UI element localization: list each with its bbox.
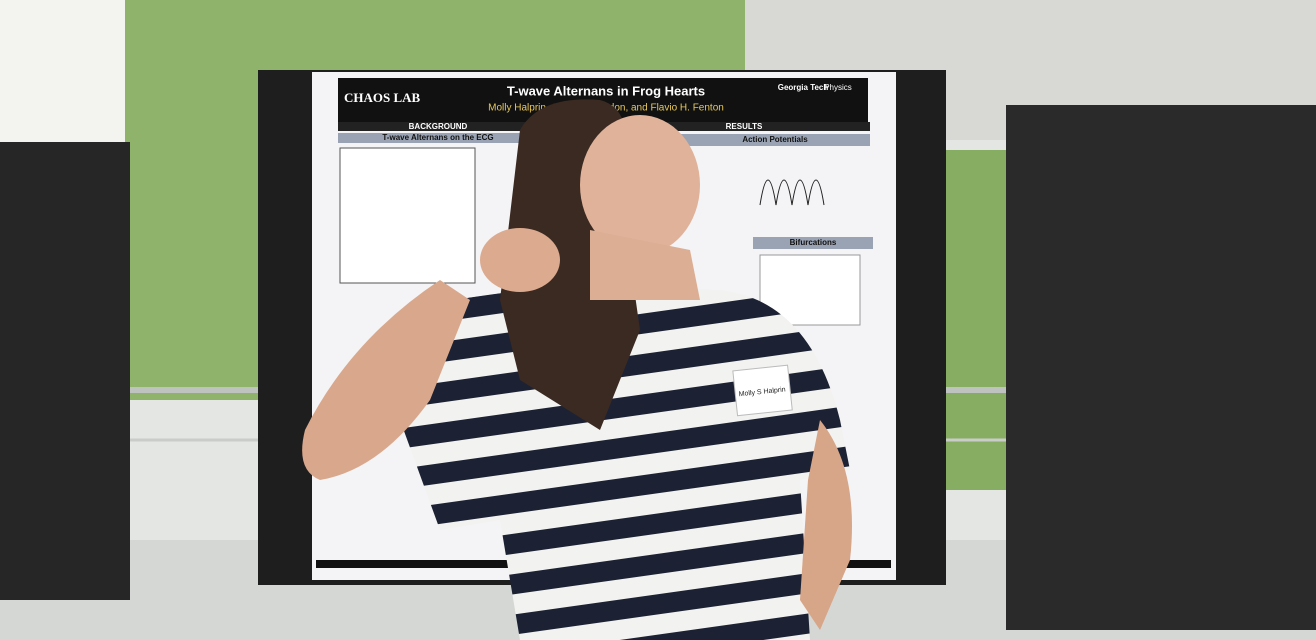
figure [339, 147, 476, 284]
face [580, 115, 700, 255]
lab-name: CHAOS LAB [344, 90, 421, 105]
subhead: Bifurcations [790, 238, 837, 247]
subhead-bar [680, 134, 870, 146]
section-bar [560, 122, 870, 131]
figure-trace [759, 179, 825, 206]
section-bar [338, 122, 538, 131]
section-title: BACKGROUND [409, 122, 468, 131]
logo-school: Georgia Tech [778, 83, 829, 92]
name-tag [732, 364, 793, 417]
left-panel [0, 142, 130, 600]
neck [590, 230, 700, 300]
subhead-bar [753, 237, 873, 249]
section-title: RESULTS [726, 122, 763, 131]
subhead-bar [338, 133, 538, 143]
poster-title: T-wave Alternans in Frog Hearts [507, 83, 705, 98]
hand [480, 228, 560, 292]
subhead: Action Potentials [742, 135, 808, 144]
name-tag-text: Molly S Halprin [738, 386, 786, 398]
right-panel [1006, 105, 1316, 630]
arm [302, 280, 470, 480]
subhead: T-wave Alternans on the ECG [382, 133, 493, 142]
arm [800, 420, 852, 630]
window-light [0, 0, 125, 150]
logo-dept: Physics [824, 83, 852, 92]
